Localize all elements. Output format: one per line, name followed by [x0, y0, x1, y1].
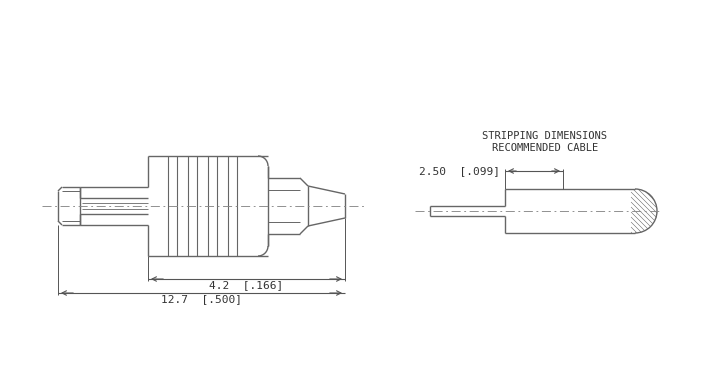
Text: 12.7  [.500]: 12.7 [.500]	[161, 294, 242, 304]
Text: RECOMMENDED CABLE: RECOMMENDED CABLE	[492, 143, 598, 153]
Text: 2.50  [.099]: 2.50 [.099]	[419, 166, 500, 176]
Text: 4.2  [.166]: 4.2 [.166]	[210, 280, 284, 290]
Text: STRIPPING DIMENSIONS: STRIPPING DIMENSIONS	[482, 131, 608, 141]
